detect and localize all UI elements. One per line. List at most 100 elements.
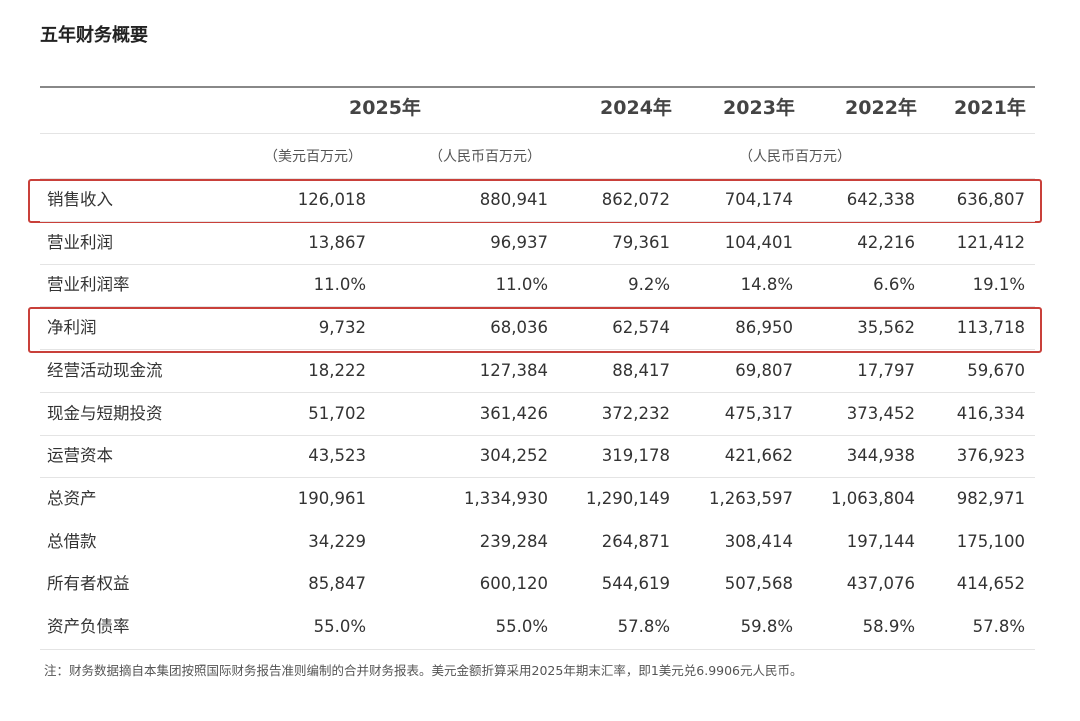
highlight-box xyxy=(28,307,1042,353)
cell-value: 1,063,804 xyxy=(831,488,915,508)
cell-value: 361,426 xyxy=(479,403,548,423)
cell-value: 58.9% xyxy=(862,617,915,636)
unit-label: （人民币百万元） xyxy=(739,149,851,165)
cell-value: 104,401 xyxy=(724,232,793,252)
cell-value: 59.8% xyxy=(740,617,793,636)
cell-value: 421,662 xyxy=(724,446,793,466)
row-divider xyxy=(40,221,1035,222)
cell-value: 113,718 xyxy=(956,318,1025,338)
row-divider xyxy=(40,391,1035,393)
row-label: 现金与短期投资 xyxy=(47,403,163,423)
cell-value: 1,334,930 xyxy=(464,488,548,508)
cell-value: 68,036 xyxy=(490,318,548,338)
cell-value: 372,232 xyxy=(601,403,670,423)
row-label: 营业利润 xyxy=(47,232,113,252)
cell-value: 1,263,597 xyxy=(709,488,793,508)
cell-value: 982,971 xyxy=(956,488,1025,508)
highlight-box xyxy=(28,179,1042,223)
cell-value: 507,568 xyxy=(724,574,793,594)
cell-value: 57.8% xyxy=(617,617,670,636)
divider xyxy=(40,133,1035,134)
cell-value: 475,317 xyxy=(724,403,793,423)
cell-value: 9.2% xyxy=(628,275,670,295)
bottom-rule xyxy=(40,649,1035,650)
cell-value: 59,670 xyxy=(967,360,1025,380)
cell-value: 344,938 xyxy=(846,446,915,466)
cell-value: 304,252 xyxy=(479,446,548,466)
cell-value: 14.8% xyxy=(740,275,793,295)
cell-value: 86,950 xyxy=(735,318,793,338)
footnote: 注：财务数据摘自本集团按照国际财务报告准则编制的合并财务报表。美元金额折算采用2… xyxy=(44,663,803,678)
cell-value: 437,076 xyxy=(846,574,915,594)
cell-value: 373,452 xyxy=(846,403,915,423)
row-label: 运营资本 xyxy=(47,446,113,466)
title: 五年财务概要 xyxy=(40,25,148,46)
cell-value: 197,144 xyxy=(846,531,915,551)
cell-value: 18,222 xyxy=(308,360,366,380)
cell-value: 11.0% xyxy=(313,275,366,295)
cell-value: 308,414 xyxy=(724,531,793,551)
cell-value: 55.0% xyxy=(495,617,548,636)
top-rule xyxy=(40,86,1035,88)
cell-value: 121,412 xyxy=(956,232,1025,252)
cell-value: 414,652 xyxy=(956,574,1025,594)
row-label: 经营活动现金流 xyxy=(47,360,163,380)
year-header: 2024年 xyxy=(600,97,672,119)
row-divider xyxy=(40,306,1035,308)
cell-value: 880,941 xyxy=(479,190,548,209)
cell-value: 11.0% xyxy=(495,275,548,295)
cell-value: 175,100 xyxy=(956,531,1025,551)
cell-value: 69,807 xyxy=(735,360,793,380)
row-label: 资产负债率 xyxy=(47,617,130,636)
row-divider xyxy=(40,434,1035,436)
cell-value: 19.1% xyxy=(972,275,1025,295)
cell-value: 126,018 xyxy=(297,190,366,209)
year-header: 2021年 xyxy=(954,97,1026,119)
year-header: 2025年 xyxy=(349,97,421,119)
cell-value: 96,937 xyxy=(490,232,548,252)
cell-value: 57.8% xyxy=(972,617,1025,636)
row-divider xyxy=(40,263,1035,265)
cell-value: 17,797 xyxy=(857,360,915,380)
cell-value: 55.0% xyxy=(313,617,366,636)
cell-value: 376,923 xyxy=(956,446,1025,466)
row-label: 总资产 xyxy=(47,488,97,508)
divider xyxy=(40,178,1035,179)
cell-value: 239,284 xyxy=(479,531,548,551)
cell-value: 1,290,149 xyxy=(586,488,670,508)
year-header: 2022年 xyxy=(845,97,917,119)
cell-value: 34,229 xyxy=(308,531,366,551)
cell-value: 13,867 xyxy=(308,232,366,252)
cell-value: 88,417 xyxy=(612,360,670,380)
cell-value: 9,732 xyxy=(318,318,366,338)
row-label: 营业利润率 xyxy=(47,275,130,295)
row-label: 销售收入 xyxy=(47,190,113,209)
unit-label: （美元百万元） xyxy=(264,149,362,165)
row-label: 总借款 xyxy=(47,531,97,551)
cell-value: 62,574 xyxy=(612,318,670,338)
cell-value: 127,384 xyxy=(479,360,548,380)
row-label: 所有者权益 xyxy=(47,574,130,594)
cell-value: 264,871 xyxy=(601,531,670,551)
cell-value: 42,216 xyxy=(857,232,915,252)
cell-value: 704,174 xyxy=(724,190,793,209)
year-header: 2023年 xyxy=(723,97,795,119)
cell-value: 35,562 xyxy=(857,318,915,338)
cell-value: 642,338 xyxy=(846,190,915,209)
cell-value: 862,072 xyxy=(601,190,670,209)
cell-value: 416,334 xyxy=(956,403,1025,423)
row-divider xyxy=(40,349,1035,351)
cell-value: 544,619 xyxy=(601,574,670,594)
cell-value: 600,120 xyxy=(479,574,548,594)
unit-label: （人民币百万元） xyxy=(429,149,541,165)
cell-value: 85,847 xyxy=(308,574,366,594)
cell-value: 319,178 xyxy=(601,446,670,466)
row-divider xyxy=(40,477,1035,479)
cell-value: 190,961 xyxy=(297,488,366,508)
cell-value: 43,523 xyxy=(308,446,366,466)
cell-value: 51,702 xyxy=(308,403,366,423)
cell-value: 79,361 xyxy=(612,232,670,252)
cell-value: 636,807 xyxy=(956,190,1025,209)
cell-value: 6.6% xyxy=(873,275,915,295)
